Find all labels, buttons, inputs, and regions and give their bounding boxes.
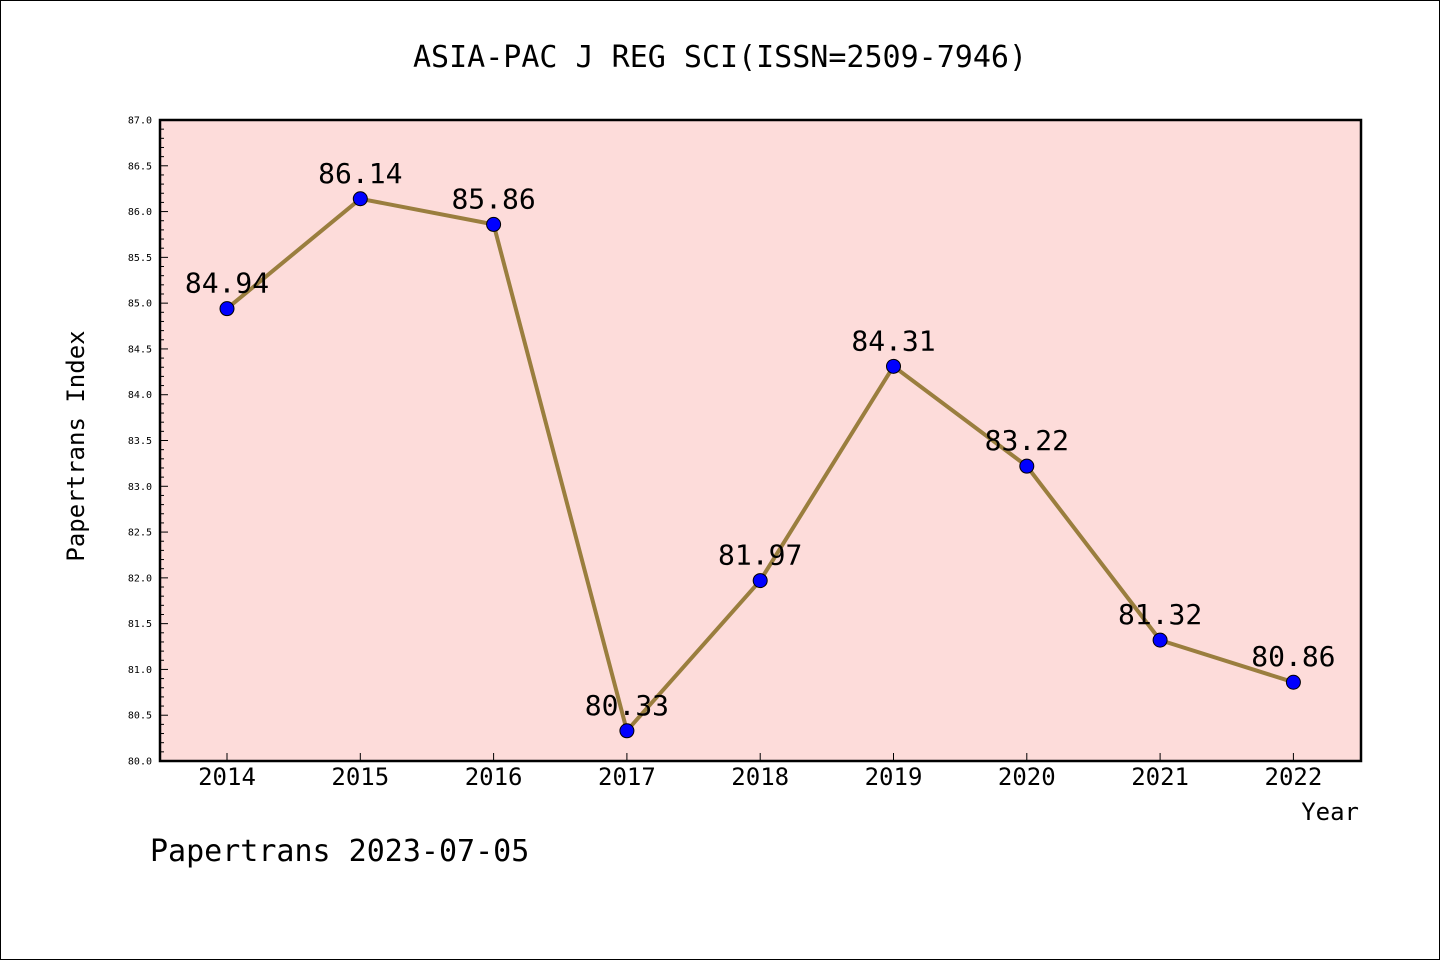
- data-labels: 84.94 86.14 85.86 80.33 81.97 84.31 83.22 81.32…: [185, 157, 1336, 722]
- y-tick-label: 80.5: [128, 711, 152, 722]
- y-tick-label: 81.0: [128, 665, 152, 676]
- data-point: [886, 358, 901, 374]
- x-tick-label: 2014: [198, 763, 256, 791]
- y-tick-label: 85.5: [128, 253, 152, 264]
- y-tick-label: 82.0: [128, 573, 152, 584]
- x-tick-label: 2022: [1265, 763, 1323, 791]
- data-point: [219, 301, 235, 317]
- y-axis-label: Papertrans Index: [62, 330, 90, 561]
- y-tick-label: 82.5: [128, 528, 152, 539]
- y-tick-label: 85.0: [128, 299, 152, 310]
- y-tick-label: 80.0: [128, 757, 152, 768]
- data-label: 81.32: [1118, 598, 1202, 631]
- data-point: [1152, 632, 1168, 648]
- y-tick-label: 86.5: [128, 161, 152, 172]
- data-point: [486, 216, 502, 232]
- data-label: 85.86: [451, 182, 535, 215]
- x-tick-label: 2020: [998, 763, 1056, 791]
- data-label: 86.14: [318, 157, 402, 190]
- data-point: [1019, 458, 1035, 474]
- data-label: 84.94: [185, 267, 269, 300]
- y-tick-label: 83.5: [128, 436, 152, 447]
- x-tick-label: 2015: [331, 763, 389, 791]
- y-tick-label: 87.0: [128, 116, 152, 127]
- y-tick-label: 84.5: [128, 344, 152, 355]
- data-point: [352, 191, 368, 207]
- chart-title: ASIA-PAC J REG SCI(ISSN=2509-7946): [413, 40, 1027, 75]
- y-tick-label: 83.0: [128, 482, 152, 493]
- x-axis: 2014 2015 2016 2017 2018 2019 2020 2021 2022: [198, 753, 1322, 791]
- data-label: 80.86: [1251, 640, 1335, 673]
- x-axis-label: Year: [1301, 798, 1359, 826]
- data-point: [1285, 674, 1301, 690]
- data-label: 83.22: [985, 424, 1069, 457]
- markers: [219, 191, 1301, 739]
- y-tick-label: 84.0: [128, 390, 152, 401]
- x-tick-label: 2017: [598, 763, 656, 791]
- data-label: 84.31: [851, 324, 935, 357]
- x-tick-label: 2016: [465, 763, 523, 791]
- y-axis: 80.0 80.5 81.0 81.5 82.0 82.5 83.0 83.5 84.0 84.5…: [128, 116, 168, 768]
- footer-text: Papertrans 2023-07-05: [150, 834, 530, 869]
- x-tick-label: 2019: [865, 763, 923, 791]
- data-point: [619, 723, 635, 739]
- y-tick-label: 86.0: [128, 207, 152, 218]
- data-label: 81.97: [718, 539, 802, 572]
- plot-area: [160, 120, 1361, 761]
- x-tick-label: 2018: [731, 763, 789, 791]
- y-tick-label: 81.5: [128, 619, 152, 630]
- data-label: 80.33: [585, 689, 669, 722]
- x-tick-label: 2021: [1131, 763, 1189, 791]
- plot-border: [158, 118, 1363, 763]
- data-point: [752, 573, 768, 589]
